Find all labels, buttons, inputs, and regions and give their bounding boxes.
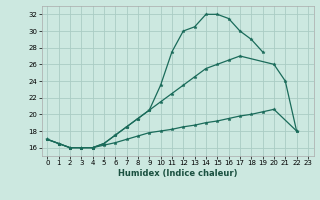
X-axis label: Humidex (Indice chaleur): Humidex (Indice chaleur) bbox=[118, 169, 237, 178]
